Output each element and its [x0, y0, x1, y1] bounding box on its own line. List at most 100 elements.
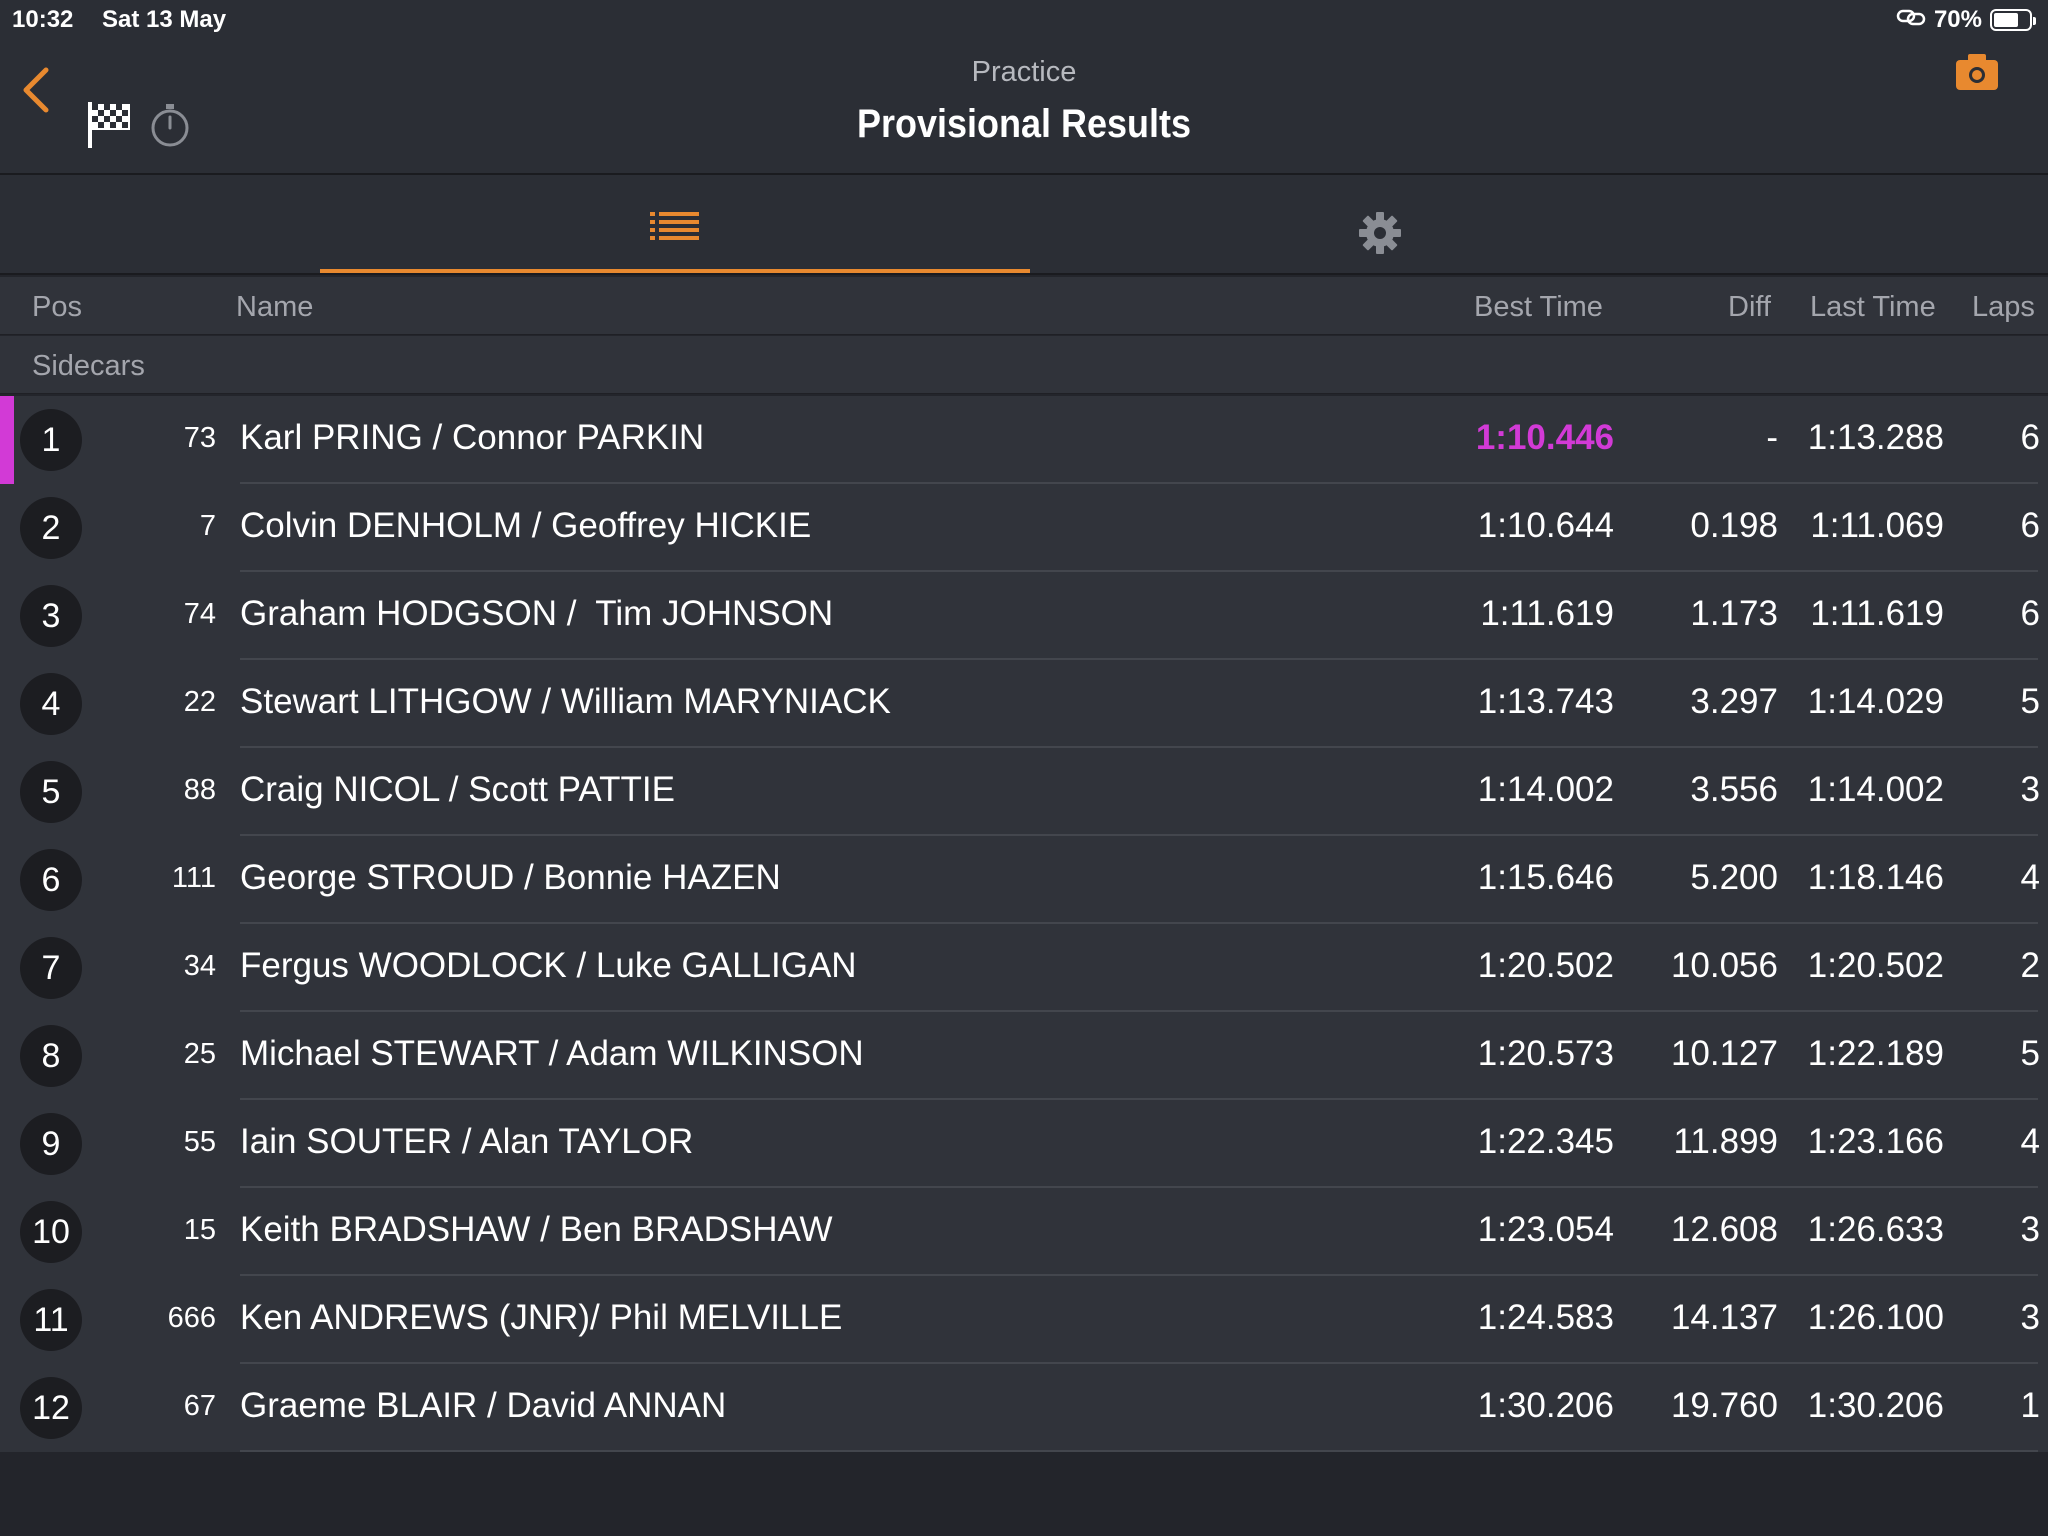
results-column-header: Pos Name Best Time Diff Last Time Laps — [0, 277, 2048, 335]
class-group-header: Sidecars — [0, 336, 2048, 394]
lap-count: 6 — [2020, 506, 2040, 545]
position-badge: 6 — [20, 849, 82, 911]
page-title: Provisional Results — [856, 102, 1192, 146]
last-time: 1:18.146 — [1807, 858, 1944, 897]
active-tab-indicator — [320, 269, 1030, 273]
lap-count: 6 — [2020, 418, 2040, 457]
checkered-flag-icon[interactable] — [86, 100, 132, 155]
gap-diff: 0.198 — [1690, 506, 1778, 545]
status-date: Sat 13 May — [102, 6, 227, 33]
race-number: 34 — [183, 950, 216, 982]
status-bar: 10:32 Sat 13 May 70% — [0, 0, 2048, 40]
position-badge: 1 — [20, 409, 82, 471]
best-time: 1:10.446 — [1475, 418, 1614, 457]
col-diff: Diff — [1728, 291, 1771, 323]
last-time: 1:26.633 — [1807, 1210, 1944, 1249]
position-badge: 12 — [20, 1377, 82, 1439]
table-row[interactable]: 10 15 Keith BRADSHAW / Ben BRADSHAW 1:23.05… — [0, 1188, 2048, 1276]
position-badge: 9 — [20, 1113, 82, 1175]
page-subtitle: Practice — [971, 56, 1077, 88]
competitor-name: George STROUD / Bonnie HAZEN — [240, 858, 781, 897]
competitor-name: Iain SOUTER / Alan TAYLOR — [240, 1122, 694, 1161]
competitor-name: Colvin DENHOLM / Geoffrey HICKIE — [240, 506, 812, 545]
battery-percent: 70% — [1933, 6, 1982, 33]
last-time: 1:11.069 — [1810, 506, 1944, 545]
gap-diff: 14.137 — [1670, 1298, 1778, 1337]
table-row[interactable]: 7 34 Fergus WOODLOCK / Luke GALLIGAN 1:20.5… — [0, 924, 2048, 1012]
lap-count: 3 — [2020, 1298, 2040, 1337]
table-row[interactable]: 9 55 Iain SOUTER / Alan TAYLOR 1:22.345 11.8… — [0, 1100, 2048, 1188]
race-number: 73 — [183, 422, 216, 454]
table-row[interactable]: 2 7 Colvin DENHOLM / Geoffrey HICKIE 1:10.6… — [0, 484, 2048, 572]
table-row[interactable]: 5 88 Craig NICOL / Scott PATTIE 1:14.002 3.5… — [0, 748, 2048, 836]
navigation-bar: Practice Provisional Results — [0, 40, 2048, 175]
race-number: 25 — [183, 1038, 216, 1070]
gap-diff: 5.200 — [1690, 858, 1778, 897]
gap-diff: 11.899 — [1673, 1122, 1778, 1161]
table-row[interactable]: 11 666 Ken ANDREWS (JNR)/ Phil MELVILLE 1:2… — [0, 1276, 2048, 1364]
last-time: 1:30.206 — [1807, 1386, 1944, 1425]
lap-count: 1 — [2020, 1386, 2040, 1425]
race-number: 666 — [167, 1302, 216, 1334]
battery-icon — [1990, 9, 2036, 31]
competitor-name: Stewart LITHGOW / William MARYNIACK — [240, 682, 891, 721]
position-badge: 4 — [20, 673, 82, 735]
table-row[interactable]: 1 73 Karl PRING / Connor PARKIN 1:10.446 -1:… — [0, 396, 2048, 484]
class-group-label: Sidecars — [32, 350, 145, 382]
table-row[interactable]: 8 25 Michael STEWART / Adam WILKINSON 1:20.… — [0, 1012, 2048, 1100]
lap-count: 6 — [2020, 594, 2040, 633]
gap-diff: 10.127 — [1670, 1034, 1778, 1073]
best-time: 1:20.573 — [1477, 1034, 1614, 1073]
status-time: 10:32 — [12, 6, 74, 33]
empty-area — [0, 1452, 2048, 1536]
position-badge: 11 — [20, 1289, 82, 1351]
lap-count: 3 — [2020, 770, 2040, 809]
col-name: Name — [236, 291, 314, 323]
race-number: 55 — [183, 1126, 216, 1158]
last-time: 1:22.189 — [1807, 1034, 1944, 1073]
back-button[interactable] — [18, 60, 58, 120]
camera-icon — [1956, 54, 1998, 90]
competitor-name: Craig NICOL / Scott PATTIE — [240, 770, 676, 809]
gap-diff: 10.056 — [1670, 946, 1778, 985]
status-right: 70% — [1896, 6, 2036, 34]
stopwatch-icon[interactable] — [148, 102, 192, 153]
lap-count: 5 — [2020, 1034, 2040, 1073]
col-laps: Laps — [1972, 291, 2035, 323]
competitor-name: Karl PRING / Connor PARKIN — [240, 418, 705, 457]
best-time: 1:14.002 — [1477, 770, 1614, 809]
last-time: 1:23.166 — [1807, 1122, 1944, 1161]
col-pos: Pos — [32, 291, 82, 323]
gap-diff: 1.173 — [1690, 594, 1778, 633]
col-best-time: Best Time — [1474, 291, 1603, 323]
chevron-left-icon — [23, 67, 49, 113]
last-time: 1:20.502 — [1807, 946, 1944, 985]
best-time: 1:13.743 — [1477, 682, 1614, 721]
best-time: 1:30.206 — [1477, 1386, 1614, 1425]
table-row[interactable]: 3 74 Graham HODGSON / Tim JOHNSON 1:11.619 1… — [0, 572, 2048, 660]
position-badge: 7 — [20, 937, 82, 999]
competitor-name: Michael STEWART / Adam WILKINSON — [240, 1034, 864, 1073]
race-number: 7 — [199, 510, 216, 542]
race-number: 67 — [183, 1390, 216, 1422]
camera-button[interactable] — [1954, 52, 2000, 97]
race-number: 15 — [183, 1214, 216, 1246]
gap-diff: 19.760 — [1670, 1386, 1778, 1425]
position-badge: 10 — [20, 1201, 82, 1263]
best-time: 1:24.583 — [1477, 1298, 1614, 1337]
competitor-name: Graeme BLAIR / David ANNAN — [240, 1386, 727, 1425]
lap-count: 4 — [2020, 858, 2040, 897]
best-time: 1:15.646 — [1477, 858, 1614, 897]
gap-diff: 3.556 — [1690, 770, 1778, 809]
tab-results-list[interactable] — [320, 175, 1030, 275]
competitor-name: Ken ANDREWS (JNR)/ Phil MELVILLE — [240, 1298, 843, 1337]
race-number: 74 — [183, 598, 216, 630]
best-time: 1:20.502 — [1477, 946, 1614, 985]
position-badge: 8 — [20, 1025, 82, 1087]
table-row[interactable]: 6 111 George STROUD / Bonnie HAZEN 1:15.646… — [0, 836, 2048, 924]
tab-settings[interactable] — [1030, 175, 1730, 275]
best-time: 1:11.619 — [1480, 594, 1614, 633]
table-row[interactable]: 12 67 Graeme BLAIR / David ANNAN 1:30.206 19… — [0, 1364, 2048, 1452]
competitor-name: Fergus WOODLOCK / Luke GALLIGAN — [240, 946, 857, 985]
table-row[interactable]: 4 22 Stewart LITHGOW / William MARYNIACK 1:… — [0, 660, 2048, 748]
